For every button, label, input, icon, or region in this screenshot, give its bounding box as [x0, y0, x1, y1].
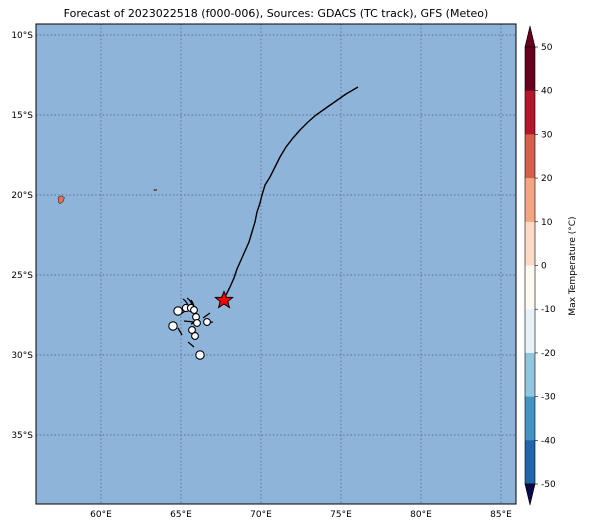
colorbar-segment: [525, 440, 535, 485]
colorbar-top-arrow: [524, 25, 536, 48]
colorbar: 50 40 30 20 10 0 -10 -20 -30 -40 -50 Max Temperatu…: [524, 25, 578, 506]
colorbar-tick-label: -20: [541, 349, 556, 359]
track-point: [203, 318, 211, 326]
map-panel: [35, 23, 517, 505]
colorbar-segment: [525, 134, 535, 179]
colorbar-segment: [525, 352, 535, 398]
lon-label: 70°E: [250, 510, 272, 520]
colorbar-tick-label: 10: [541, 218, 553, 228]
colorbar-segment: [525, 221, 535, 266]
lat-axis-labels: 10°S 15°S 20°S 25°S 30°S 35°S: [11, 31, 33, 441]
current-position-star: [214, 290, 234, 309]
colorbar-bottom-arrow: [524, 483, 536, 506]
track-point: [191, 332, 199, 340]
track-point: [173, 306, 183, 316]
colorbar-tick-label: 30: [541, 130, 553, 140]
island-landmass: [57, 195, 65, 204]
colorbar-segment: [525, 47, 535, 92]
lat-label: 20°S: [11, 191, 33, 201]
rodrigues-island: [153, 188, 158, 192]
lon-label: 60°E: [90, 510, 112, 520]
lon-label: 80°E: [410, 510, 432, 520]
graticule: [36, 24, 516, 504]
colorbar-segment: [525, 178, 535, 223]
colorbar-tick-label: -30: [541, 393, 556, 403]
lon-label: 65°E: [170, 510, 192, 520]
colorbar-tick-label: 0: [541, 262, 547, 272]
colorbar-label: Max Temperature (°C): [568, 216, 578, 315]
colorbar-segments: [525, 47, 535, 485]
lat-label: 15°S: [11, 111, 33, 121]
colorbar-segment: [525, 309, 535, 354]
colorbar-tick-label: 40: [541, 87, 553, 97]
tc-track-line: [221, 86, 359, 301]
colorbar-segment: [525, 265, 535, 310]
lat-label: 10°S: [11, 31, 33, 41]
colorbar-tick-label: -50: [541, 480, 556, 490]
ocean-background: [36, 24, 516, 504]
track-point: [190, 306, 198, 314]
colorbar-tick-label: 50: [541, 43, 553, 53]
colorbar-segment: [525, 396, 535, 441]
lat-label: 25°S: [11, 271, 33, 281]
track-point: [195, 350, 205, 360]
track-point: [188, 326, 196, 334]
lon-label: 85°E: [490, 510, 512, 520]
colorbar-tick-label: -40: [541, 436, 556, 446]
colorbar-tick-label: 20: [541, 174, 553, 184]
lat-label: 35°S: [11, 431, 33, 441]
track-points: [168, 303, 211, 360]
colorbar-segment: [525, 90, 535, 135]
colorbar-tick-label: -10: [541, 305, 556, 315]
map-frame: [35, 23, 517, 505]
wind-barb: [187, 341, 195, 348]
lon-label: 75°E: [330, 510, 352, 520]
lon-axis-labels: 60°E 65°E 70°E 75°E 80°E 85°E: [90, 510, 512, 520]
track-point: [168, 321, 178, 331]
wind-barb: [177, 327, 183, 336]
wind-barb: [183, 320, 195, 323]
figure-title: Forecast of 2023022518 (f000-006), Sourc…: [64, 7, 489, 20]
colorbar-ticks: 50 40 30 20 10 0 -10 -20 -30 -40 -50: [535, 43, 556, 490]
track-point: [193, 319, 201, 327]
lat-label: 30°S: [11, 351, 33, 361]
